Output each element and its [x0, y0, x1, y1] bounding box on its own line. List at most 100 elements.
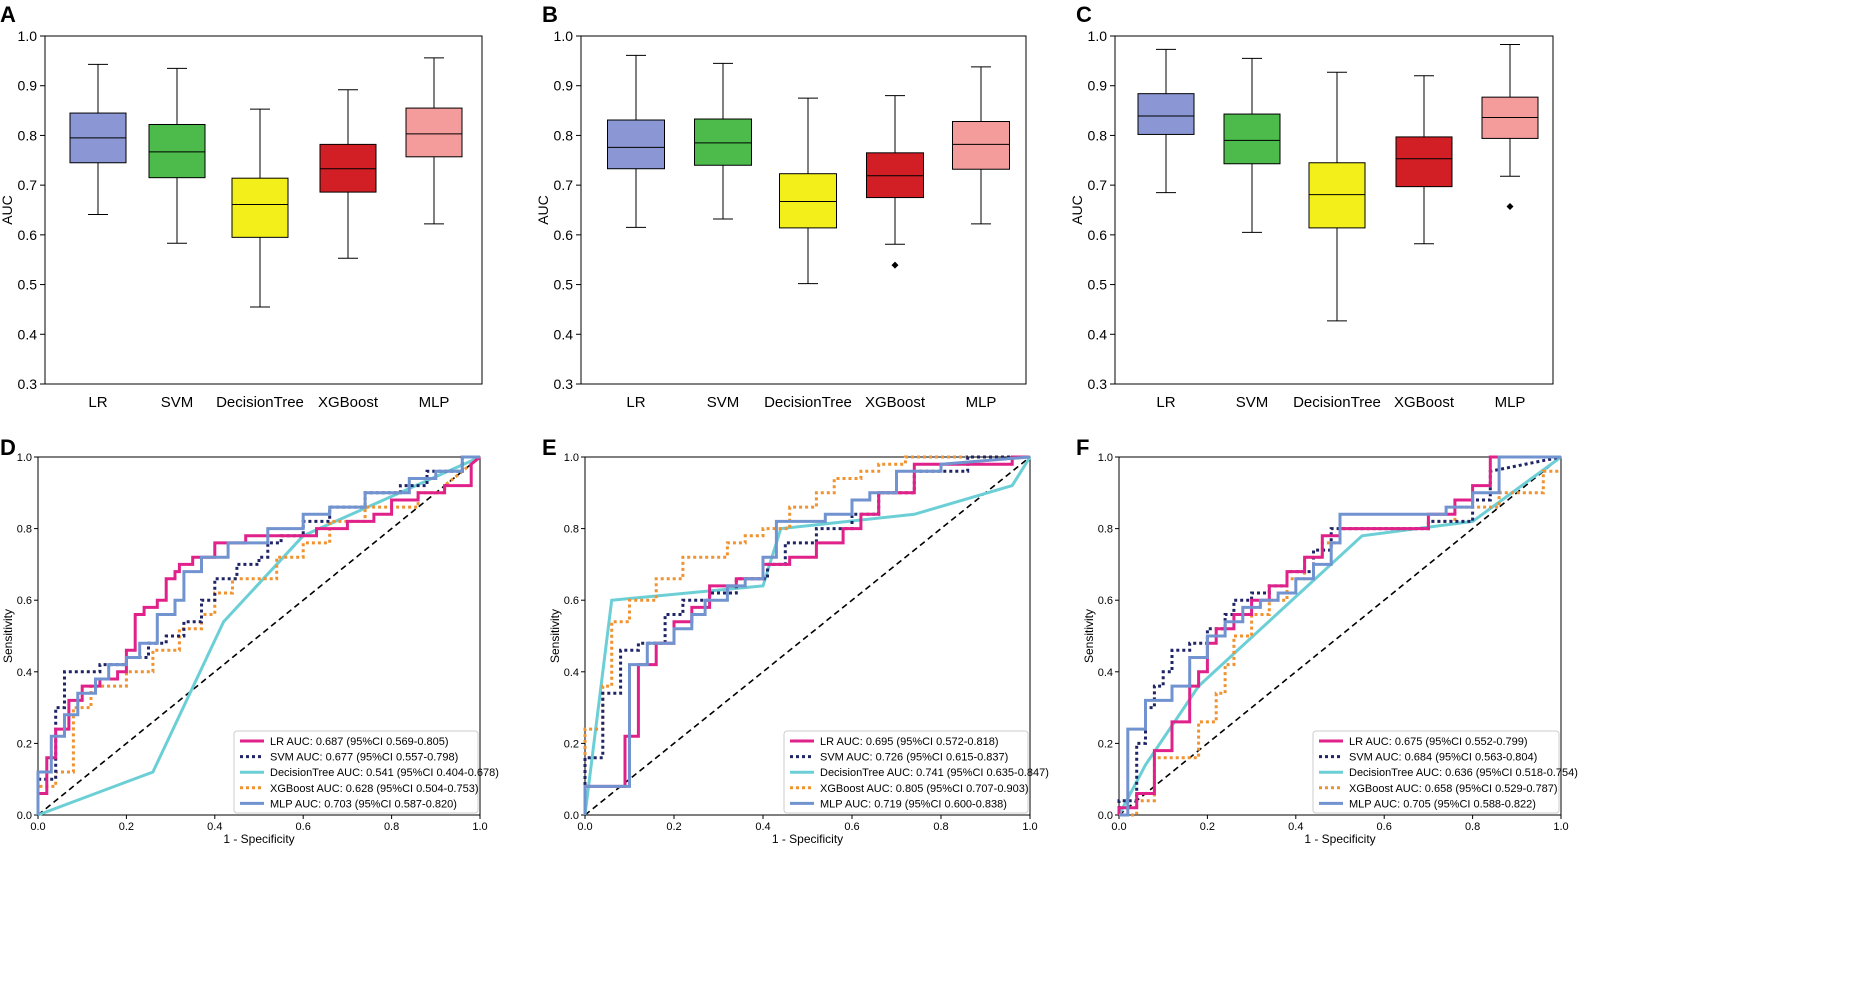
x-tick-label: 0.0 — [30, 821, 45, 833]
x-tick-label: 0.2 — [119, 821, 134, 833]
box-iqr — [405, 107, 463, 158]
x-tick-label: 1.0 — [1553, 821, 1568, 833]
y-tick-label: 1.0 — [17, 452, 32, 464]
box-SVM — [148, 67, 206, 244]
y-axis-title: AUC — [1069, 195, 1085, 225]
box-iqr — [1137, 93, 1195, 135]
box-MLP — [1481, 43, 1539, 211]
x-axis-title: 1 - Specificity — [223, 832, 294, 846]
roc-curve-DecisionTree — [1117, 455, 1562, 816]
x-tick-label: 0.6 — [1377, 821, 1392, 833]
y-tick-label: 1.0 — [18, 28, 38, 44]
y-tick-label: 0.4 — [1088, 326, 1108, 342]
y-tick-label: 0.2 — [17, 738, 32, 750]
x-category-label: SVM — [1236, 394, 1269, 411]
y-tick-label: 0.6 — [17, 595, 32, 607]
x-tick-label: 0.8 — [1465, 821, 1480, 833]
y-tick-label: 0.6 — [1098, 595, 1113, 607]
y-tick-label: 1.0 — [1098, 452, 1113, 464]
box-LR — [607, 54, 665, 228]
panel-letter: F — [1076, 435, 1089, 460]
panel-letter: E — [542, 435, 557, 460]
y-tick-label: 0.3 — [1088, 376, 1108, 392]
x-category-label: XGBoost — [865, 394, 926, 411]
y-tick-label: 0.0 — [564, 810, 579, 822]
x-category-label: XGBoost — [1394, 394, 1455, 411]
x-tick-label: 1.0 — [472, 821, 487, 833]
box-iqr — [779, 173, 837, 229]
box-iqr — [1395, 136, 1453, 188]
x-category-label: XGBoost — [318, 394, 379, 411]
y-tick-label: 1.0 — [564, 452, 579, 464]
reference-diagonal — [584, 456, 1031, 816]
panel-letter: A — [0, 2, 16, 27]
box-iqr — [231, 177, 289, 238]
panel-letter: D — [0, 435, 16, 460]
x-axis-title: 1 - Specificity — [1304, 832, 1375, 846]
roc-curve-SVM — [583, 455, 1030, 815]
legend-entry-DecisionTree: DecisionTree AUC: 0.541 (95%CI 0.404-0.6… — [270, 767, 499, 779]
reference-diagonal — [1118, 456, 1562, 816]
x-category-label: DecisionTree — [216, 394, 304, 411]
outlier-point — [891, 261, 899, 269]
panel-D: D 0.00.0 0.2 0.2 0.4 0.4 0.6 0.6 0.8 0.8 1.0 1.0 1 -… — [0, 435, 499, 846]
x-category-label: DecisionTree — [764, 394, 852, 411]
y-tick-label: 0.6 — [564, 595, 579, 607]
legend-box — [233, 730, 479, 814]
x-tick-label: 0.2 — [666, 821, 681, 833]
legend: LR AUC: 0.687 (95%CI 0.569-0.805) SVM AUC… — [233, 730, 499, 814]
x-tick-label: 0.4 — [1288, 821, 1303, 833]
y-tick-label: 0.7 — [554, 177, 574, 193]
legend-entry-MLP: MLP AUC: 0.703 (95%CI 0.587-0.820) — [270, 798, 457, 810]
panel-E: E 0.00.0 0.2 0.2 0.4 0.4 0.6 0.6 0.8 0.8 1.0 1.0 1 -… — [542, 435, 1049, 846]
x-category-label: MLP — [1495, 394, 1526, 411]
legend-entry-XGBoost: XGBoost AUC: 0.628 (95%CI 0.504-0.753) — [270, 783, 479, 795]
box-SVM — [694, 62, 752, 220]
legend-entry-LR: LR AUC: 0.675 (95%CI 0.552-0.799) — [1349, 736, 1528, 748]
legend-entry-LR: LR AUC: 0.687 (95%CI 0.569-0.805) — [270, 736, 449, 748]
x-tick-label: 0.4 — [207, 821, 222, 833]
y-tick-label: 0.8 — [18, 127, 38, 143]
x-tick-label: 0.8 — [933, 821, 948, 833]
y-tick-label: 1.0 — [1088, 28, 1108, 44]
x-tick-label: 0.0 — [577, 821, 592, 833]
roc-curve-MLP — [1119, 455, 1561, 817]
box-MLP — [405, 57, 463, 225]
y-tick-label: 0.9 — [1088, 78, 1108, 94]
box-XGBoost — [319, 89, 377, 259]
x-tick-label: 0.6 — [844, 821, 859, 833]
legend-entry-LR: LR AUC: 0.695 (95%CI 0.572-0.818) — [820, 736, 999, 748]
y-tick-label: 0.8 — [1098, 524, 1113, 536]
legend-box — [1312, 730, 1560, 814]
box-LR — [69, 63, 127, 215]
x-category-label: LR — [88, 394, 107, 411]
plot-frame — [580, 35, 1027, 385]
legend-entry-MLP: MLP AUC: 0.719 (95%CI 0.600-0.838) — [820, 798, 1007, 810]
y-tick-label: 1.0 — [554, 28, 574, 44]
y-axis-title: Sensitivity — [1082, 609, 1096, 663]
box-iqr — [694, 118, 752, 166]
x-category-label: MLP — [419, 394, 450, 411]
x-category-label: MLP — [966, 394, 997, 411]
legend-box — [783, 730, 1029, 814]
panel-A: A 0.3 0.4 0.5 0.6 0.7 0.8 0.9 1.0 AUC LR SVM Decisio… — [0, 2, 483, 411]
box-LR — [1137, 48, 1195, 194]
legend-entry-DecisionTree: DecisionTree AUC: 0.741 (95%CI 0.635-0.8… — [820, 767, 1049, 779]
x-axis-title: 1 - Specificity — [772, 832, 843, 846]
y-tick-label: 0.6 — [554, 227, 574, 243]
legend-entry-DecisionTree: DecisionTree AUC: 0.636 (95%CI 0.518-0.7… — [1349, 767, 1578, 779]
y-tick-label: 0.6 — [18, 227, 38, 243]
roc-curve-XGBoost — [36, 455, 481, 815]
x-tick-label: 0.6 — [296, 821, 311, 833]
panel-F: F 0.00.0 0.2 0.2 0.4 0.4 0.6 0.6 0.8 0.8 1.0 1.0 1 -… — [1076, 435, 1578, 846]
y-tick-label: 0.7 — [1088, 177, 1108, 193]
legend: LR AUC: 0.675 (95%CI 0.552-0.799) SVM AUC… — [1312, 730, 1578, 814]
box-iqr — [952, 121, 1010, 170]
box-SVM — [1223, 57, 1281, 233]
y-tick-label: 0.8 — [1088, 127, 1108, 143]
x-tick-label: 0.8 — [384, 821, 399, 833]
panel-letter: C — [1076, 2, 1092, 27]
y-tick-label: 0.4 — [564, 667, 579, 679]
box-iqr — [148, 123, 206, 179]
